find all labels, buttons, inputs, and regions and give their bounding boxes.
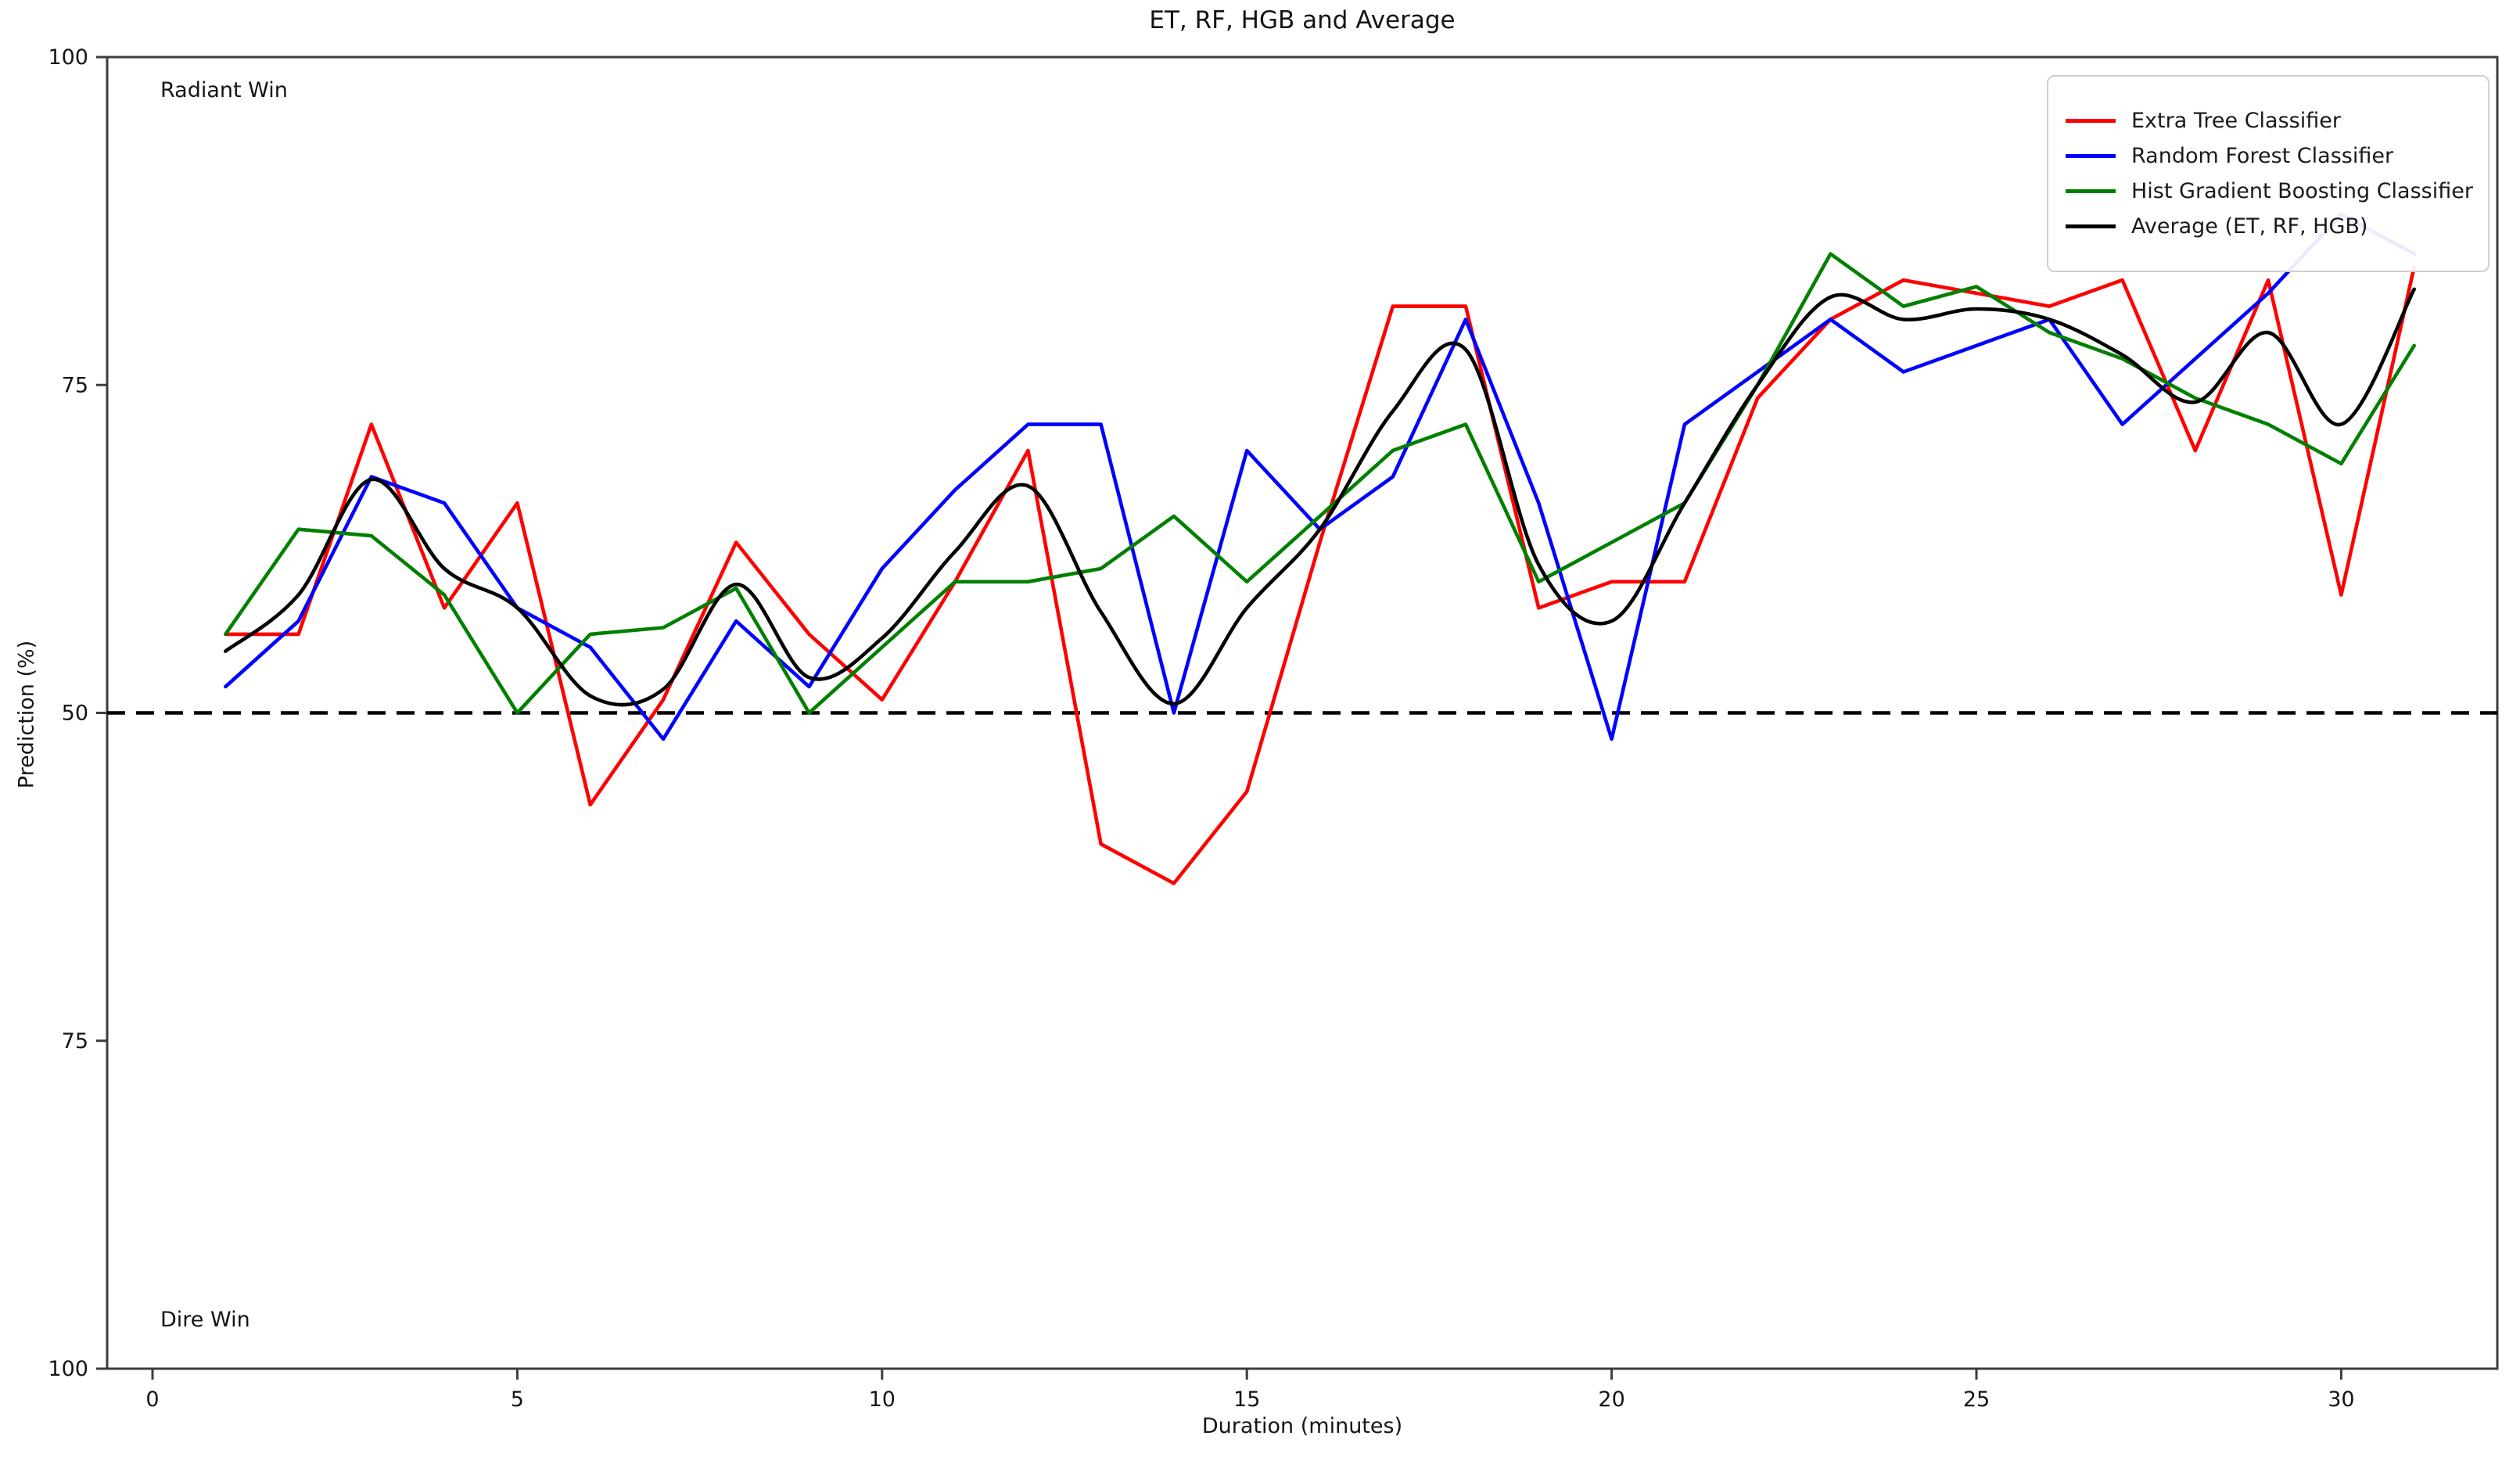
series-line-average-et-rf-hgb xyxy=(224,287,2416,707)
series-line-hist-gradient-boosting-classifier xyxy=(224,252,2416,715)
legend-color-swatch xyxy=(2066,189,2116,193)
y-tick-label: 100 xyxy=(48,45,88,70)
legend-label: Average (ET, RF, HGB) xyxy=(2131,214,2368,239)
legend-item: Average (ET, RF, HGB) xyxy=(2066,214,2488,239)
annotation-radiant-win: Radiant Win xyxy=(160,78,288,102)
series-line-extra-tree-classifier xyxy=(224,265,2416,885)
x-tick-label: 15 xyxy=(1233,1387,1260,1412)
y-axis-label: Prediction (%) xyxy=(14,640,39,789)
legend-item: Hist Gradient Boosting Classifier xyxy=(2066,179,2488,203)
y-tick-label: 75 xyxy=(62,1029,88,1053)
legend-label: Extra Tree Classifier xyxy=(2131,109,2341,133)
x-tick-label: 20 xyxy=(1598,1387,1624,1412)
x-axis-label: Duration (minutes) xyxy=(1201,1414,1403,1438)
y-tick-label: 75 xyxy=(62,373,88,397)
x-tick-label: 10 xyxy=(869,1387,896,1412)
legend-item: Extra Tree Classifier xyxy=(2066,109,2488,133)
annotation-dire-win: Dire Win xyxy=(160,1308,250,1332)
legend-box: Extra Tree Classifier Random Forest Class… xyxy=(2047,75,2489,272)
legend-label: Random Forest Classifier xyxy=(2131,144,2394,168)
x-tick-label: 0 xyxy=(145,1387,159,1412)
legend-item: Random Forest Classifier xyxy=(2066,144,2488,168)
legend-color-swatch xyxy=(2066,224,2116,228)
legend-label: Hist Gradient Boosting Classifier xyxy=(2131,179,2473,203)
x-tick-label: 25 xyxy=(1963,1387,1990,1412)
y-tick-label: 100 xyxy=(48,1357,88,1381)
legend-color-swatch xyxy=(2066,119,2116,123)
y-tick-label: 50 xyxy=(62,702,88,726)
x-tick-label: 30 xyxy=(2328,1387,2354,1412)
legend-color-swatch xyxy=(2066,154,2116,158)
chart-title: ET, RF, HGB and Average xyxy=(1149,6,1456,34)
x-tick-label: 5 xyxy=(511,1387,524,1412)
